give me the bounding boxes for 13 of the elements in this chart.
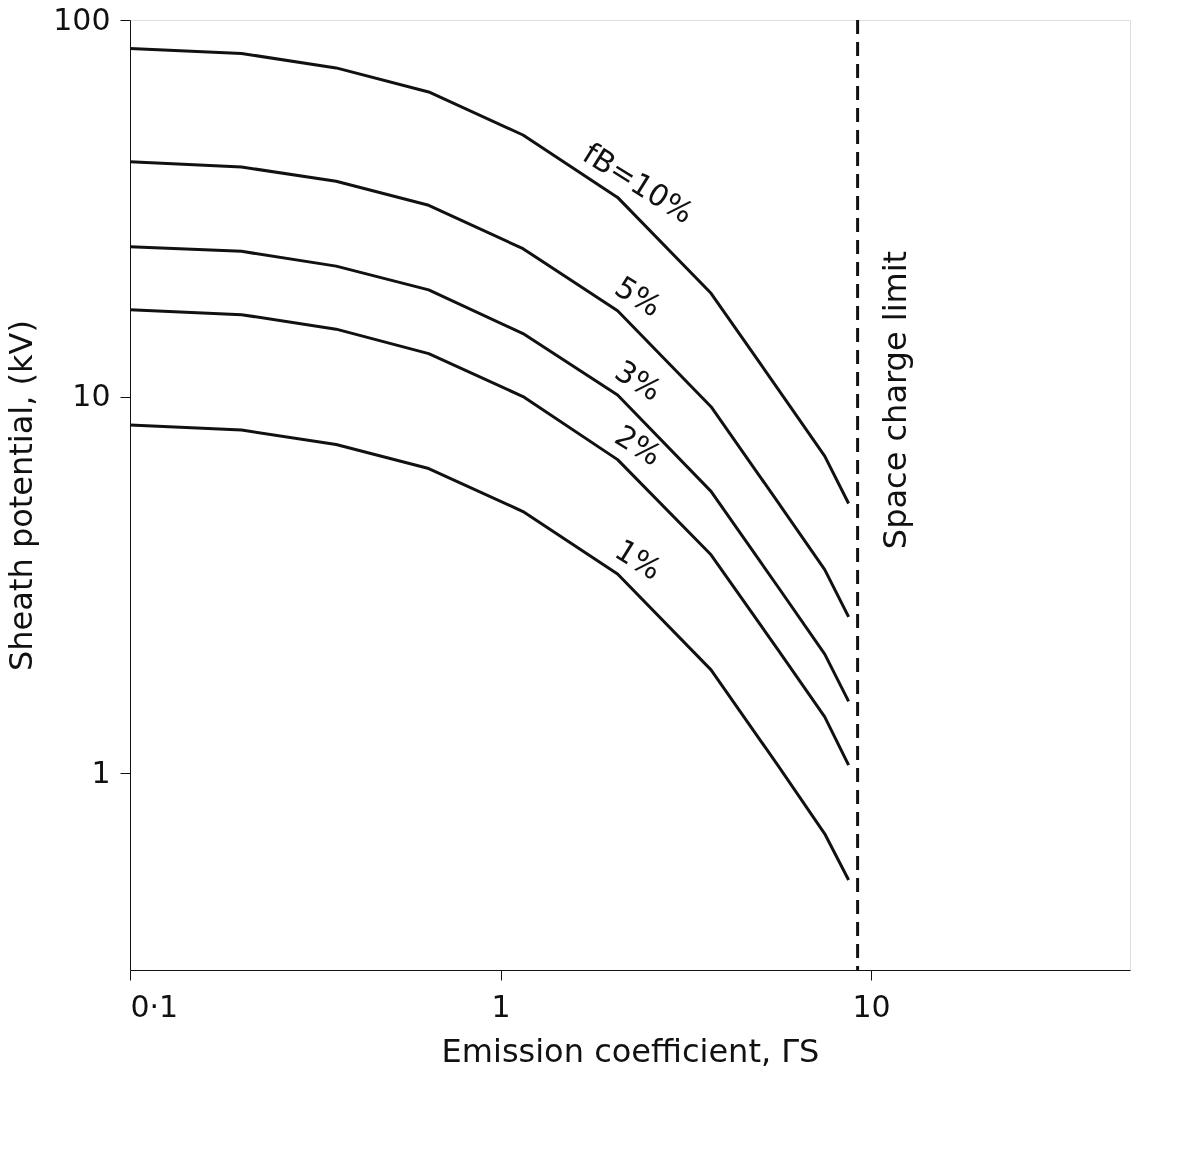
x-axis-title: Emission coefficient, ΓS	[441, 1031, 820, 1070]
y-tick-label: 100	[53, 1, 111, 37]
x-tick-label: 0·1	[130, 988, 179, 1024]
y-axis-title: Sheath potential, (kV)	[2, 320, 41, 671]
x-tick-label: 1	[491, 988, 511, 1024]
text: 2%	[609, 417, 668, 473]
ref-line-label: Space charge limit	[875, 250, 914, 550]
text: 5%	[609, 268, 668, 324]
y-tick-label: 10	[72, 378, 111, 414]
y-tick-label: 1	[91, 754, 111, 790]
text: 1%	[609, 531, 668, 587]
x-tick-label: 10	[852, 988, 891, 1024]
text: 3%	[609, 352, 668, 408]
